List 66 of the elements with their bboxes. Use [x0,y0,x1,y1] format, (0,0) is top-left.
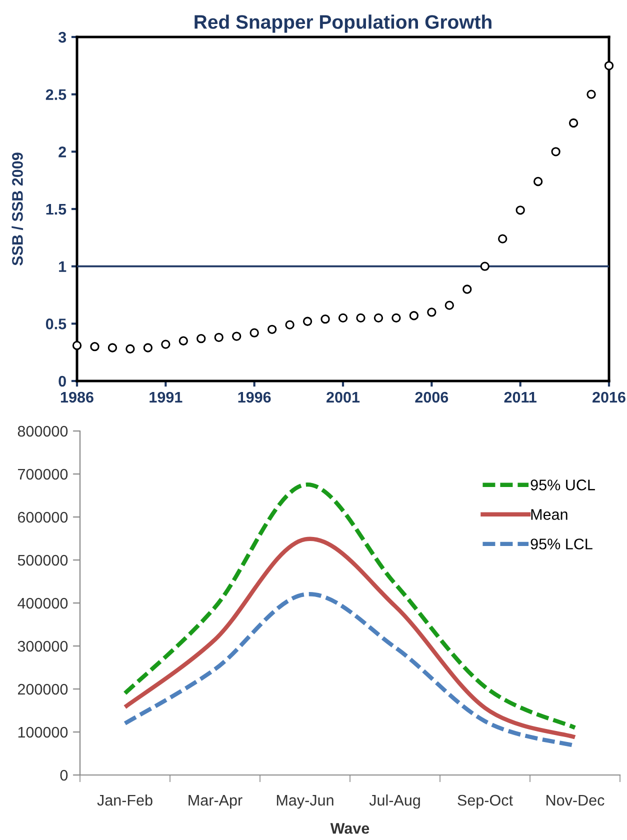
point [533,176,543,186]
y-tick-label: 2.5 [46,89,66,100]
y-tick-label: 0 [58,376,66,387]
point [498,234,508,244]
x-tick-label: 2006 [415,392,448,403]
y-tick-label: 600000 [18,512,68,523]
point [178,336,188,346]
point [320,314,330,324]
x-tick-label: 1991 [150,392,182,403]
point [143,343,153,352]
point [338,313,348,323]
point [302,316,312,326]
legend-label: 95% LCL [530,538,592,550]
point [126,344,135,354]
x-axis-title: Wave [330,823,370,834]
y-tick-label: 800000 [18,426,68,437]
x-tick-label: Mar-Apr [188,795,242,809]
point [604,61,614,70]
y-tick-label: 200000 [18,684,68,695]
y-tick-label: 400000 [18,598,68,609]
x-tick-label: Jan-Feb [97,794,152,806]
legend-label: Mean [531,509,568,520]
x-tick-label: 1996 [238,392,271,403]
point [568,118,578,128]
x-tick-label: 2001 [326,392,360,403]
point [516,206,525,215]
point [108,343,118,352]
x-tick-label: Nov-Dec [546,795,604,806]
y-tick-label: 500000 [18,554,68,566]
y-tick-label: 0.5 [46,318,66,330]
point [586,90,596,99]
y-tick-label: 700000 [18,468,68,480]
point [196,334,206,344]
x-tick-label: Sep-Oct [458,794,513,809]
point [444,300,454,310]
point [90,342,100,352]
point [462,284,472,294]
x-tick-label: 2016 [592,392,626,403]
point [551,147,560,156]
point [267,324,277,334]
point [409,311,419,320]
point [427,308,436,317]
x-tick-label: 1986 [60,392,94,403]
y-tick-label: 1 [59,261,66,272]
chart-title: Red Snapper Population Growth [194,14,492,33]
y-axis-title: SSB / SSB 2009 [12,152,24,266]
legend-label: 95% UCL [530,480,595,490]
x-tick-label: 2011 [504,392,536,403]
x-tick-label: Jul-Aug [369,794,420,809]
y-tick-label: 300000 [18,640,68,652]
point [285,320,294,330]
y-tick-label: 2 [58,146,66,158]
y-tick-label: 1.5 [46,204,66,215]
x-tick-label: May-Jun [276,795,334,809]
y-tick-label: 100000 [18,726,68,738]
point [374,313,384,323]
point [232,332,242,341]
point [72,340,82,350]
point [161,340,170,349]
point [250,328,259,338]
point [214,332,224,342]
y-tick-label: 0 [60,770,68,781]
y-tick-label: 3 [58,32,66,43]
point [392,313,401,323]
point [356,313,366,323]
point [480,262,490,271]
